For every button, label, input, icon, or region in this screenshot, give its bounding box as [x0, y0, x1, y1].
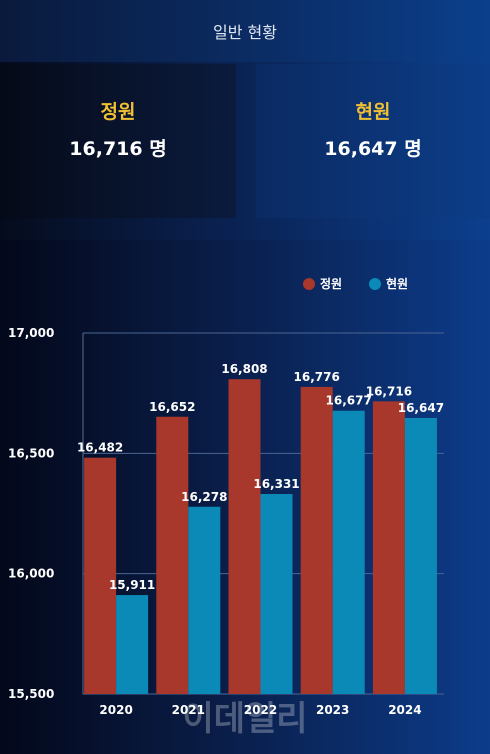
quota-label: 정원 [100, 101, 136, 123]
y-tick-label: 16,500 [8, 446, 54, 460]
quota-value: 16,716 명 [69, 138, 167, 160]
data-label: 16,278 [181, 490, 227, 504]
bar-quota [84, 457, 117, 694]
quota-card: 정원 16,716 명 [0, 64, 236, 218]
bar-current [260, 494, 293, 694]
x-tick-label: 2024 [388, 703, 421, 717]
x-tick-label: 2021 [172, 703, 205, 717]
data-label: 15,911 [109, 578, 155, 592]
x-tick-label: 2023 [316, 703, 349, 717]
legend-label: 현원 [386, 276, 408, 291]
bar-chart: 15,500 16,000 16,500 17,000 16,482 15,911 2020… [8, 276, 444, 739]
bar-current [188, 506, 221, 694]
x-tick-label: 2020 [99, 703, 132, 717]
data-label: 16,677 [326, 394, 372, 408]
legend-label: 정원 [320, 276, 342, 291]
y-tick-label: 16,000 [8, 567, 54, 581]
header-title: 일반 현황 [213, 23, 277, 42]
x-tick-label: 2022 [244, 703, 277, 717]
data-label: 16,716 [366, 384, 412, 398]
legend-marker [303, 278, 315, 290]
data-label: 16,808 [221, 362, 267, 376]
header-bar: 일반 현황 [0, 0, 490, 62]
bar-current [332, 410, 365, 694]
bar-quota [228, 379, 261, 694]
data-label: 16,647 [398, 401, 444, 415]
legend-marker [369, 278, 381, 290]
current-card: 현원 16,647 명 [256, 64, 490, 218]
bar-quota [300, 386, 333, 694]
data-label: 16,776 [294, 370, 340, 384]
y-tick-label: 17,000 [8, 326, 54, 340]
chart-panel: 15,500 16,000 16,500 17,000 16,482 15,911 2020… [0, 240, 490, 754]
watermark-logo: 이데일리 [182, 699, 307, 739]
bar-quota [156, 416, 189, 694]
data-label: 16,482 [77, 441, 123, 455]
y-tick-label: 15,500 [8, 687, 54, 701]
current-label: 현원 [355, 101, 391, 123]
bar-quota [372, 401, 405, 694]
current-value: 16,647 명 [324, 138, 422, 160]
data-label: 16,652 [149, 400, 195, 414]
data-label: 16,331 [253, 477, 299, 491]
bar-current [116, 595, 149, 694]
bar-current [404, 417, 437, 694]
